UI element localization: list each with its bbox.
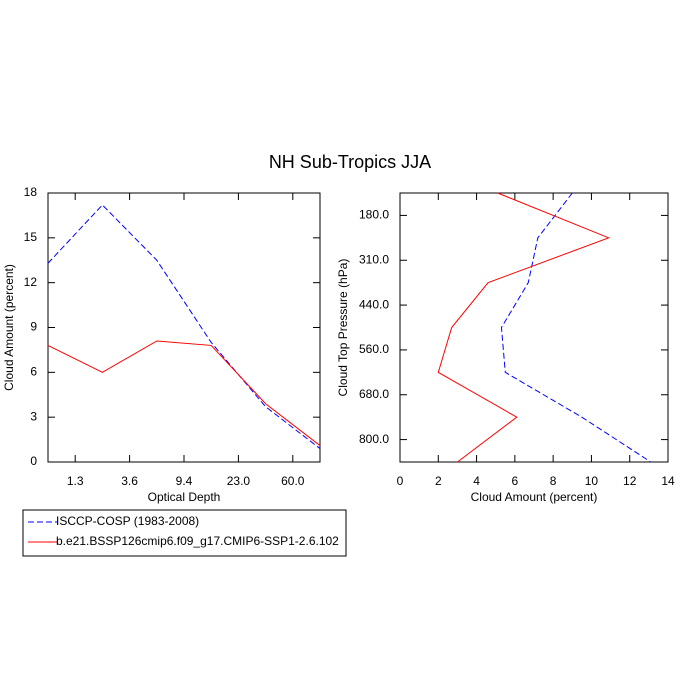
plot-frame (47, 192, 321, 463)
y-tick-label: 12 (24, 275, 38, 289)
y-tick-label: 9 (30, 320, 37, 334)
y-tick-label: 310.0 (359, 252, 389, 266)
legend-label: b.e21.BSSP126cmip6.f09_g17.CMIP6-SSP1-2.… (56, 534, 339, 548)
y-axis-label: Cloud Top Pressure (hPa) (336, 259, 350, 397)
x-tick-label: 10 (585, 474, 599, 488)
x-tick-label: 14 (661, 474, 675, 488)
plot-frame (399, 192, 669, 463)
y-tick-label: 680.0 (359, 387, 389, 401)
legend-label: ISCCP-COSP (1983-2008) (56, 514, 199, 528)
y-tick-label: 3 (30, 409, 37, 423)
y-tick-label: 560.0 (359, 342, 389, 356)
series-line (500, 192, 652, 463)
x-tick-label: 0 (397, 474, 404, 488)
y-tick-label: 15 (24, 230, 38, 244)
y-tick-label: 180.0 (359, 208, 389, 222)
y-tick-label: 6 (30, 365, 37, 379)
y-tick-label: 18 (24, 185, 38, 199)
y-tick-label: 440.0 (359, 297, 389, 311)
y-tick-label: 800.0 (359, 432, 389, 446)
x-tick-label: 4 (473, 474, 480, 488)
y-axis-label: Cloud Amount (percent) (2, 264, 16, 391)
x-axis-label: Cloud Amount (percent) (471, 490, 598, 504)
series-line (47, 340, 321, 446)
series-line (437, 192, 611, 463)
x-tick-label: 12 (623, 474, 637, 488)
x-tick-label: 6 (512, 474, 519, 488)
x-axis-label: Optical Depth (148, 490, 221, 504)
legend-box (22, 509, 347, 557)
series-line (47, 204, 321, 449)
x-tick-label: 23.0 (227, 474, 251, 488)
x-tick-label: 1.3 (67, 474, 84, 488)
x-tick-label: 9.4 (176, 474, 193, 488)
x-tick-label: 8 (550, 474, 557, 488)
figure-title: NH Sub-Tropics JJA (269, 152, 431, 172)
x-tick-label: 3.6 (121, 474, 138, 488)
y-tick-label: 0 (30, 454, 37, 468)
x-tick-label: 2 (435, 474, 442, 488)
x-tick-label: 60.0 (281, 474, 305, 488)
